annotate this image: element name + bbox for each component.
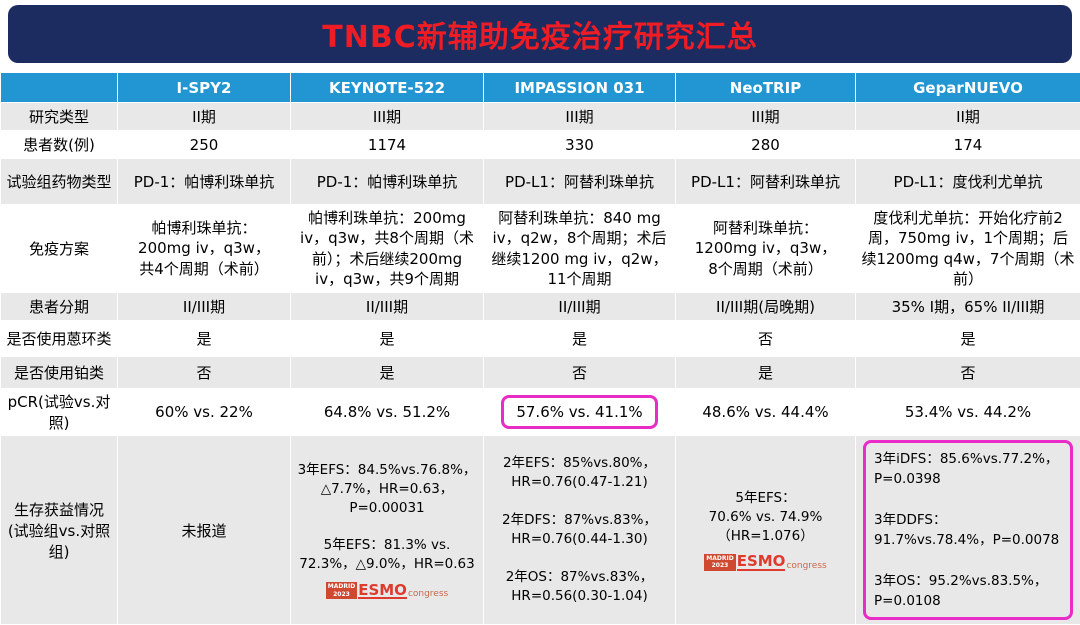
table-cell: 阿替利珠单抗：840 mg iv，q2w，8个周期；术后继续1200 mg iv… [484,205,676,293]
header-cell-geparnuevo: GeparNUEVO [856,73,1080,103]
row-label: 患者数(例) [1,131,118,159]
table-cell: 3年iDFS：85.6%vs.77.2%，P=0.0398 3年DDFS：91.… [856,436,1080,625]
row-drug-type: 试验组药物类型 PD-1：帕博利珠单抗 PD-1：帕博利珠单抗 PD-L1：阿替… [1,159,1080,205]
row-label: 是否使用蒽环类 [1,321,118,357]
table-cell: III期 [676,103,856,131]
table-cell: 2年EFS：85%vs.80%，HR=0.76(0.47-1.21) 2年DFS… [484,436,676,625]
title-bar: TNBC新辅助免疫治疗研究汇总 [8,5,1072,63]
row-patient-stage: 患者分期 II/III期 II/III期 II/III期 II/III期(局晚期… [1,293,1080,321]
survival-text: 5年EFS： 70.6% vs. 74.9% （HR=1.076） [681,489,850,546]
table-cell: 250 [118,131,291,159]
esmo-wordmark: ESMO [737,555,786,571]
table-cell: 是 [118,321,291,357]
header-cell-ispy2: I-SPY2 [118,73,291,103]
table-cell: 5年EFS： 70.6% vs. 74.9% （HR=1.076） MADRID… [676,436,856,625]
row-platinum: 是否使用铂类 否 是 否 是 否 [1,357,1080,389]
row-label: 患者分期 [1,293,118,321]
page-title: TNBC新辅助免疫治疗研究汇总 [322,12,757,56]
study-comparison-table: I-SPY2 KEYNOTE-522 IMPASSION 031 NeoTRIP… [0,72,1080,625]
table-cell: 64.8% vs. 51.2% [291,389,484,436]
row-patient-count: 患者数(例) 250 1174 330 280 174 [1,131,1080,159]
table-cell: II/III期 [291,293,484,321]
table-cell: II期 [856,103,1080,131]
slide: TNBC新辅助免疫治疗研究汇总 I-SPY2 KEYNOTE-522 IMPAS… [0,5,1080,625]
pcr-highlight-box: 57.6% vs. 41.1% [501,395,657,429]
row-pcr: pCR(试验vs.对照) 60% vs. 22% 64.8% vs. 51.2%… [1,389,1080,436]
table-cell: 帕博利珠单抗：200mg iv，q3w，共8个周期（术前）；术后继续200mg … [291,205,484,293]
table-cell: II/III期 [484,293,676,321]
table-cell: 否 [676,321,856,357]
survival-text: 3年EFS：84.5%vs.76.8%，△7.7%，HR=0.63，P=0.00… [296,461,478,574]
esmo-city: MADRID [328,583,355,590]
table-cell: PD-L1：阿替利珠单抗 [676,159,856,205]
table-cell: 是 [291,321,484,357]
row-immuno-regimen: 免疫方案 帕博利珠单抗： 200mg iv，q3w， 共4个周期（术前） 帕博利… [1,205,1080,293]
esmo-city: MADRID [706,555,733,562]
table-cell: 否 [484,357,676,389]
table-cell: 330 [484,131,676,159]
header-cell-empty [1,73,118,103]
table-cell: II/III期(局晚期) [676,293,856,321]
esmo-year: 2023 [712,562,729,569]
table-cell: 53.4% vs. 44.2% [856,389,1080,436]
header-cell-keynote522: KEYNOTE-522 [291,73,484,103]
row-label: 是否使用铂类 [1,357,118,389]
table-cell: 280 [676,131,856,159]
table-cell: PD-L1：度伐利尤单抗 [856,159,1080,205]
row-label: 生存获益情况(试验组vs.对照组) [1,436,118,625]
row-anthracycline: 是否使用蒽环类 是 是 是 否 是 [1,321,1080,357]
table-cell: 否 [856,357,1080,389]
row-label: 免疫方案 [1,205,118,293]
table-cell: III期 [484,103,676,131]
table-cell: 是 [676,357,856,389]
row-survival-benefit: 生存获益情况(试验组vs.对照组) 未报道 3年EFS：84.5%vs.76.8… [1,436,1080,625]
row-study-phase: 研究类型 II期 III期 III期 III期 II期 [1,103,1080,131]
table-cell: 48.6% vs. 44.4% [676,389,856,436]
table-cell: 57.6% vs. 41.1% [484,389,676,436]
table-cell: 度伐利尤单抗：开始化疗前2周，750mg iv，1个周期；后续1200mg q4… [856,205,1080,293]
table-cell: 是 [291,357,484,389]
table-cell: III期 [291,103,484,131]
table-cell: 174 [856,131,1080,159]
table-cell: 否 [118,357,291,389]
table-cell: II期 [118,103,291,131]
esmo-year: 2023 [333,591,350,598]
table-cell: 60% vs. 22% [118,389,291,436]
table-cell: 是 [484,321,676,357]
survival-text: 2年EFS：85%vs.80%，HR=0.76(0.47-1.21) 2年DFS… [489,454,670,605]
table-cell: II/III期 [118,293,291,321]
table-cell: 3年EFS：84.5%vs.76.8%，△7.7%，HR=0.63，P=0.00… [291,436,484,625]
survival-highlight-box: 3年iDFS：85.6%vs.77.2%，P=0.0398 3年DDFS：91.… [863,440,1073,620]
table-cell: PD-1：帕博利珠单抗 [118,159,291,205]
esmo-congress-label: congress [786,562,826,571]
table-cell: 是 [856,321,1080,357]
table-cell: 帕博利珠单抗： 200mg iv，q3w， 共4个周期（术前） [118,205,291,293]
row-label: pCR(试验vs.对照) [1,389,118,436]
header-cell-impassion031: IMPASSION 031 [484,73,676,103]
esmo-congress-label: congress [408,590,448,599]
table-cell: PD-L1：阿替利珠单抗 [484,159,676,205]
table-cell: 未报道 [118,436,291,625]
table-cell: 35% I期，65% II/III期 [856,293,1080,321]
table-cell: PD-1：帕博利珠单抗 [291,159,484,205]
row-label: 研究类型 [1,103,118,131]
table-cell: 1174 [291,131,484,159]
esmo-wordmark: ESMO [358,584,407,600]
table-cell: 阿替利珠单抗： 1200mg iv，q3w， 8个周期（术前） [676,205,856,293]
header-row: I-SPY2 KEYNOTE-522 IMPASSION 031 NeoTRIP… [1,73,1080,103]
header-cell-neotrip: NeoTRIP [676,73,856,103]
row-label: 试验组药物类型 [1,159,118,205]
